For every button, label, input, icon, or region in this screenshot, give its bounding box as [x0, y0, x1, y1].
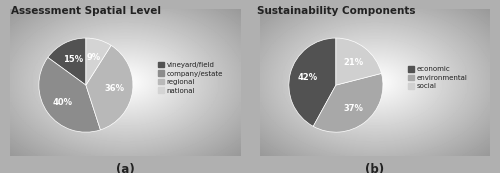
Text: 9%: 9%	[87, 53, 101, 62]
Text: 21%: 21%	[344, 58, 364, 67]
Text: (a): (a)	[116, 163, 134, 173]
Wedge shape	[39, 57, 100, 132]
Text: (b): (b)	[366, 163, 384, 173]
Wedge shape	[313, 73, 383, 132]
Legend: economic, environmental, social: economic, environmental, social	[408, 66, 468, 89]
Legend: vineyard/field, company/estate, regional, national: vineyard/field, company/estate, regional…	[158, 62, 223, 94]
Title: Sustainability Components: Sustainability Components	[256, 6, 415, 16]
Wedge shape	[289, 38, 336, 126]
Text: 42%: 42%	[298, 73, 318, 82]
Text: 37%: 37%	[344, 104, 364, 113]
Text: 36%: 36%	[105, 84, 125, 93]
Wedge shape	[86, 45, 133, 130]
Wedge shape	[86, 38, 111, 85]
Wedge shape	[336, 38, 382, 85]
Text: 15%: 15%	[62, 55, 82, 64]
Wedge shape	[48, 38, 86, 85]
Text: 40%: 40%	[52, 98, 72, 107]
Title: Assessment Spatial Level: Assessment Spatial Level	[11, 6, 161, 16]
